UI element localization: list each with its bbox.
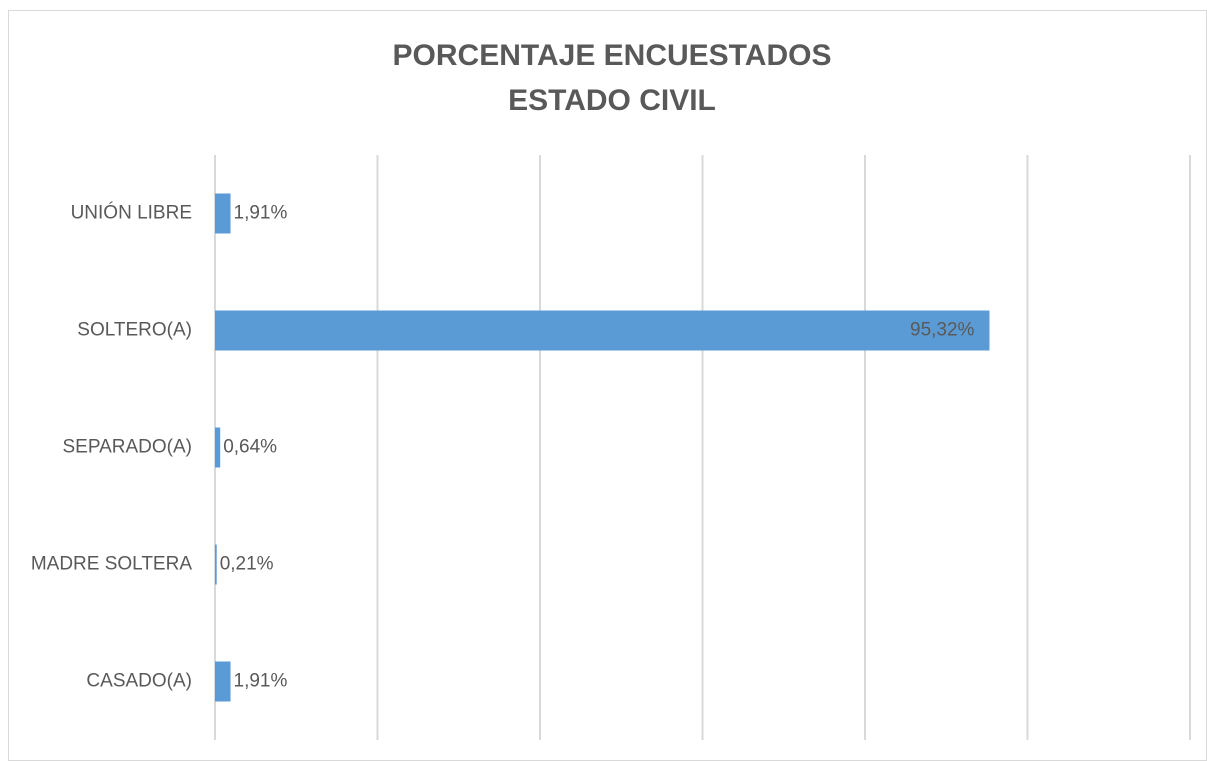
bar (215, 193, 231, 234)
chart-border (8, 10, 1207, 761)
y-tick-label: SEPARADO(A) (62, 437, 192, 458)
bar (215, 661, 231, 702)
y-tick-label: CASADO(A) (86, 671, 192, 692)
chart-title: ESTADO CIVIL (508, 84, 716, 117)
y-tick-label: MADRE SOLTERA (31, 554, 193, 575)
bar (215, 427, 221, 468)
bar (215, 544, 217, 585)
data-label: 1,91% (234, 203, 288, 224)
data-label: 1,91% (234, 671, 288, 692)
data-label: 0,21% (220, 554, 274, 575)
y-tick-label: UNIÓN LIBRE (71, 202, 192, 224)
chart-title: PORCENTAJE ENCUESTADOS (393, 39, 832, 72)
y-tick-label: SOLTERO(A) (77, 320, 192, 341)
data-label: 95,32% (910, 320, 975, 341)
bar (215, 310, 990, 351)
data-label: 0,64% (223, 437, 277, 458)
